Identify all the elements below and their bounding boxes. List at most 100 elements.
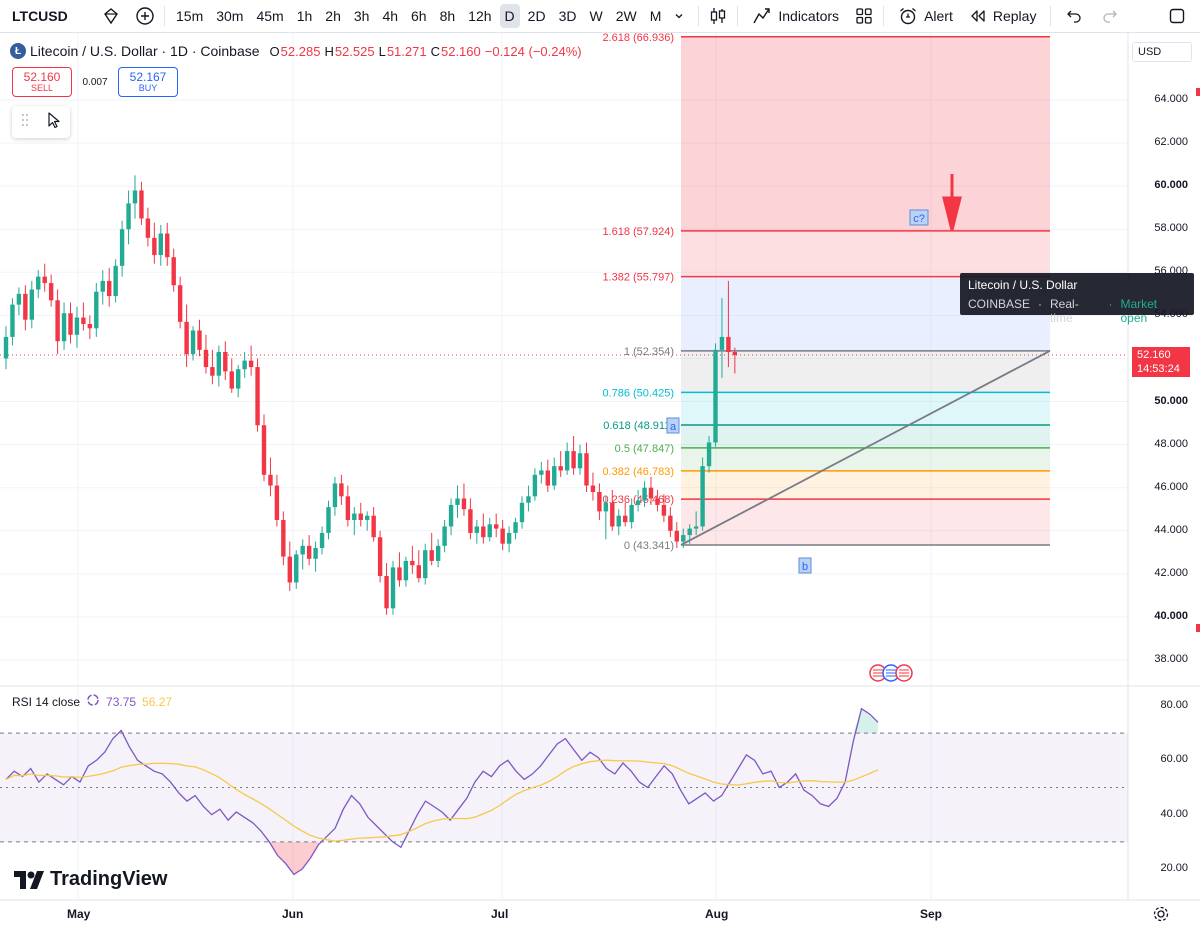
candle-body bbox=[571, 451, 576, 469]
price-tick-label: 42.000 bbox=[1154, 566, 1188, 579]
buy-button[interactable]: 52.167 BUY bbox=[118, 67, 178, 97]
candle-body bbox=[558, 466, 563, 471]
open-label: O bbox=[269, 43, 280, 59]
candle-body bbox=[10, 304, 15, 337]
price-tick-label: 48.000 bbox=[1154, 437, 1188, 450]
chart-svg[interactable]: 2.618 (66.936) 1.618 (57.924) 1.382 (55.79… bbox=[0, 33, 1200, 928]
bar-countdown: 14:53:24 bbox=[1137, 363, 1180, 375]
candle-body bbox=[642, 487, 647, 501]
interval-15m[interactable]: 15m bbox=[176, 8, 204, 24]
wave-label-a: a bbox=[670, 421, 677, 433]
fullscreen-icon[interactable] bbox=[1164, 3, 1190, 29]
fib-level-label: 0.382 (46.783) bbox=[602, 466, 674, 478]
interval-2w[interactable]: 2W bbox=[615, 8, 637, 24]
candle-body bbox=[519, 502, 525, 523]
interval-3d[interactable]: 3D bbox=[558, 8, 577, 24]
interval-w[interactable]: W bbox=[589, 8, 603, 24]
tradingview-logo[interactable]: TradingView bbox=[14, 868, 167, 891]
candle-body bbox=[687, 528, 692, 536]
symbol-search[interactable]: LTCUSD bbox=[0, 0, 132, 33]
time-tick-label: Sep bbox=[920, 907, 943, 921]
interval-30m[interactable]: 30m bbox=[216, 8, 244, 24]
rsi-ma-value: 56.27 bbox=[142, 694, 173, 709]
floating-drawing-toolbar bbox=[12, 106, 70, 138]
trade-buttons: 52.160 SELL 0.007 52.167 BUY bbox=[12, 67, 178, 97]
add-symbol-icon[interactable] bbox=[132, 3, 158, 29]
tooltip-separator: · bbox=[1108, 297, 1113, 311]
tooltip-market-status: Market open bbox=[1120, 297, 1158, 325]
layout-grid-icon[interactable] bbox=[851, 3, 877, 29]
interval-m[interactable]: M bbox=[649, 8, 662, 24]
replay-button[interactable]: Replay bbox=[961, 3, 1045, 29]
candle-body bbox=[294, 554, 299, 583]
candle-body bbox=[539, 470, 544, 475]
alert-button[interactable]: Alert bbox=[890, 2, 961, 30]
candle-body bbox=[461, 498, 467, 510]
redo-icon[interactable] bbox=[1097, 3, 1123, 29]
candle-body bbox=[132, 190, 138, 204]
indicators-button[interactable]: Indicators bbox=[744, 2, 847, 30]
interval-2d[interactable]: 2D bbox=[527, 8, 546, 24]
fib-zone bbox=[681, 447, 1050, 471]
interval-6h[interactable]: 6h bbox=[411, 8, 427, 24]
candle-body bbox=[190, 330, 196, 355]
compare-symbol-icon[interactable] bbox=[98, 3, 124, 29]
candle-body bbox=[661, 504, 667, 516]
rewind-icon bbox=[971, 10, 985, 22]
currency-selector[interactable]: USD bbox=[1132, 42, 1192, 62]
low-label: L bbox=[378, 43, 386, 59]
candlestick-type-icon[interactable] bbox=[705, 3, 731, 29]
undo-icon[interactable] bbox=[1061, 3, 1087, 29]
candle-body bbox=[268, 474, 273, 486]
candle-body bbox=[248, 360, 254, 368]
low-value: 51.271 bbox=[386, 43, 427, 59]
drag-handle-icon[interactable] bbox=[21, 112, 29, 133]
event-marker-stripes bbox=[886, 669, 896, 677]
interval-4h[interactable]: 4h bbox=[382, 8, 399, 24]
price-marker bbox=[1196, 624, 1200, 632]
candle-body bbox=[474, 526, 480, 533]
candle-body bbox=[564, 451, 570, 471]
interval-8h[interactable]: 8h bbox=[439, 8, 456, 24]
interval-2h[interactable]: 2h bbox=[325, 8, 341, 24]
indicators-label: Indicators bbox=[778, 8, 840, 24]
candle-body bbox=[223, 352, 228, 372]
interval-1h[interactable]: 1h bbox=[296, 8, 313, 24]
wave-label-c: c? bbox=[913, 213, 925, 225]
alert-label: Alert bbox=[924, 8, 953, 24]
candle-body bbox=[655, 498, 660, 505]
current-price-tag: 52.160 14:53:24 bbox=[1132, 347, 1190, 377]
rsi-value: 73.75 bbox=[106, 694, 137, 709]
time-tick-label: May bbox=[67, 907, 91, 921]
fib-level-label: 0.786 (50.425) bbox=[602, 387, 674, 399]
time-tick-label: Jul bbox=[491, 907, 509, 921]
interval-12h[interactable]: 12h bbox=[468, 8, 492, 24]
fib-zone bbox=[681, 36, 1050, 231]
sell-button[interactable]: 52.160 SELL bbox=[12, 67, 72, 97]
candle-body bbox=[100, 280, 105, 292]
gear-icon[interactable] bbox=[1152, 905, 1170, 923]
candle-body bbox=[16, 293, 22, 305]
rsi-tick-label: 20.00 bbox=[1160, 862, 1188, 874]
cursor-arrow-icon[interactable] bbox=[46, 111, 62, 134]
interval-3h[interactable]: 3h bbox=[353, 8, 370, 24]
interval-45m[interactable]: 45m bbox=[256, 8, 284, 24]
candle-body bbox=[165, 233, 170, 258]
rsi-settings-icon[interactable] bbox=[86, 693, 100, 710]
fib-zone bbox=[681, 230, 1050, 277]
candle-body bbox=[177, 285, 183, 322]
chevron-down-icon[interactable] bbox=[666, 3, 692, 29]
price-tick-label: 54.000 bbox=[1154, 308, 1188, 321]
candle-body bbox=[55, 300, 60, 342]
price-tick-label: 58.000 bbox=[1154, 222, 1188, 235]
interval-d[interactable]: D bbox=[499, 4, 520, 28]
candle-body bbox=[229, 371, 234, 389]
chart-area[interactable]: 2.618 (66.936) 1.618 (57.924) 1.382 (55.79… bbox=[0, 33, 1200, 928]
rsi-ma-line bbox=[5, 759, 879, 842]
buy-price: 52.167 bbox=[129, 69, 167, 84]
symbol-name[interactable]: LTCUSD bbox=[12, 8, 68, 24]
candle-body bbox=[184, 321, 189, 355]
candle-body bbox=[87, 324, 93, 329]
candle-body bbox=[681, 535, 686, 542]
rsi-overbought-fill bbox=[853, 708, 878, 734]
